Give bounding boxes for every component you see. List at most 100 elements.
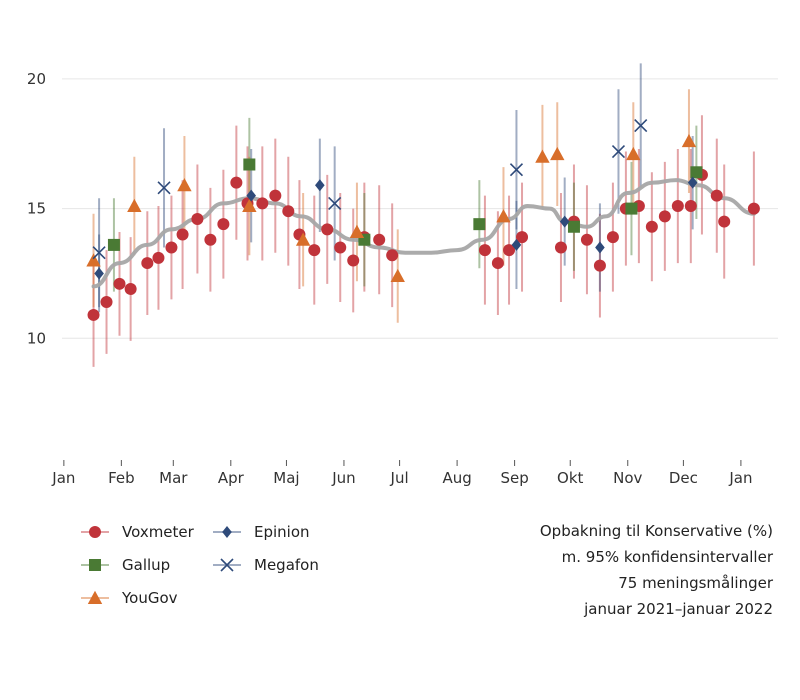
legend-swatch-marker xyxy=(89,526,101,538)
voxmeter-point-26 xyxy=(503,244,516,257)
voxmeter-point-10 xyxy=(217,218,230,231)
x-tick-label-4: Maj xyxy=(273,469,299,487)
legend-item-gallup: Gallup xyxy=(80,555,170,575)
y-tick-label-15: 15 xyxy=(27,200,46,218)
yougov-point-4 xyxy=(295,232,311,246)
x-tick-label-2: Mar xyxy=(159,469,188,487)
yougov-point-6 xyxy=(390,268,405,283)
voxmeter-point-38 xyxy=(684,200,697,212)
trend-line xyxy=(91,178,756,289)
gallup-point-4 xyxy=(567,220,580,233)
voxmeter-point-20 xyxy=(347,254,360,267)
voxmeter-point-25 xyxy=(491,257,504,270)
legend-swatch-gallup xyxy=(81,559,109,571)
yougov-point-0 xyxy=(86,253,101,267)
megafon-point-5 xyxy=(634,119,648,133)
grid-layer xyxy=(62,78,778,339)
epinion-point-6 xyxy=(687,176,698,189)
legend-label: Voxmeter xyxy=(122,523,194,541)
caption-line-2: m. 95% konfidensintervaller xyxy=(561,548,773,566)
voxmeter-point-17 xyxy=(308,244,321,257)
legend-item-yougov: YouGov xyxy=(80,588,178,608)
yougov-point-9 xyxy=(550,146,565,161)
y-tick-label-10: 10 xyxy=(27,329,46,347)
legend-item-megafon: Megafon xyxy=(212,555,319,575)
gallup-point-0 xyxy=(107,238,120,251)
epinion-point-4 xyxy=(559,215,570,228)
legend-swatch-voxmeter xyxy=(81,526,109,538)
chart-caption: Opbakning til Konservative (%) m. 95% ko… xyxy=(540,518,773,622)
gallup-point-5 xyxy=(625,202,638,215)
yougov-point-8 xyxy=(535,149,550,163)
yougov-point-7 xyxy=(496,209,511,223)
x-tick-label-5: Jun xyxy=(331,469,355,487)
x-tick-label-3: Apr xyxy=(218,469,245,487)
megafon-point-0 xyxy=(92,246,106,260)
voxmeter-point-35 xyxy=(645,220,658,233)
legend-swatch-marker xyxy=(89,559,101,571)
megafon-point-2 xyxy=(328,196,342,210)
voxmeter-point-40 xyxy=(710,189,723,202)
legend-label: Megafon xyxy=(254,556,319,574)
megafon-point-5-stroke-b xyxy=(634,119,648,133)
epinion-point-0 xyxy=(94,267,104,280)
y-tick-label-20: 20 xyxy=(27,70,46,88)
trend-layer xyxy=(91,178,756,289)
legend-item-epinion: Epinion xyxy=(212,522,310,542)
yougov-point-11 xyxy=(681,133,697,148)
voxmeter-point-18 xyxy=(321,223,334,236)
voxmeter-point-3 xyxy=(124,283,137,295)
legend-swatch-marker-stroke-b xyxy=(220,558,234,572)
voxmeter-point-2 xyxy=(113,277,126,290)
yougov-point-2 xyxy=(177,178,192,192)
voxmeter-point-30 xyxy=(580,233,593,246)
megafon-point-4 xyxy=(611,144,626,159)
gallup-point-6 xyxy=(690,166,703,179)
voxmeter-point-7 xyxy=(176,228,189,241)
megafon-point-3-stroke-b xyxy=(509,163,524,177)
megafon-point-2-stroke-b xyxy=(328,196,342,210)
yougov-point-1 xyxy=(127,198,142,212)
legend-swatch-epinion xyxy=(213,526,241,538)
voxmeter-point-19 xyxy=(334,241,347,254)
voxmeter-point-11 xyxy=(230,176,243,189)
voxmeter-point-1 xyxy=(100,295,113,308)
error-bar-layer xyxy=(92,63,755,367)
legend-swatch-marker xyxy=(222,526,232,538)
yougov-point-10 xyxy=(626,146,641,161)
megafon-point-4-stroke-b xyxy=(611,144,626,159)
voxmeter-point-0 xyxy=(87,308,100,321)
x-tick-label-0: Jan xyxy=(51,469,75,487)
x-tick-label-12: Jan xyxy=(728,469,752,487)
legend-swatch-marker xyxy=(220,558,234,572)
megafon-point-1 xyxy=(157,181,171,195)
chart-plot: 10 15 20 Jan Feb Mar Apr Maj Jun Jul Aug Sep Okt Nov D… xyxy=(27,63,778,487)
caption-line-3: 75 meningsmålinger xyxy=(618,574,773,592)
voxmeter-point-6 xyxy=(165,241,178,254)
epinion-point-5 xyxy=(595,241,605,254)
megafon-point-1-stroke-b xyxy=(157,181,171,195)
chart-legend: Voxmeter Gallup YouGov Epinion Megafon xyxy=(80,522,360,622)
axis-layer: 10 15 20 Jan Feb Mar Apr Maj Jun Jul Aug Sep Okt Nov D… xyxy=(27,70,753,487)
caption-line-4: januar 2021–januar 2022 xyxy=(584,600,773,618)
voxmeter-point-32 xyxy=(606,231,619,244)
x-tick-label-9: Okt xyxy=(557,469,583,487)
gallup-point-3 xyxy=(473,218,486,231)
voxmeter-point-15 xyxy=(282,205,295,218)
legend-label: Gallup xyxy=(122,556,171,574)
legend-swatch-marker xyxy=(87,590,103,604)
voxmeter-point-5 xyxy=(152,251,165,264)
legend-swatch-megafon xyxy=(213,558,241,572)
megafon-point-0-stroke-b xyxy=(92,246,106,260)
megafon-point-3 xyxy=(509,163,524,177)
voxmeter-point-28 xyxy=(554,241,567,254)
voxmeter-point-4 xyxy=(141,257,154,270)
voxmeter-point-23 xyxy=(386,249,399,262)
x-tick-label-8: Sep xyxy=(500,469,528,487)
yougov-point-3 xyxy=(242,198,257,212)
voxmeter-point-13 xyxy=(256,197,269,210)
voxmeter-point-22 xyxy=(373,233,386,246)
epinion-point-3 xyxy=(511,238,522,251)
legend-label: Epinion xyxy=(254,523,310,541)
